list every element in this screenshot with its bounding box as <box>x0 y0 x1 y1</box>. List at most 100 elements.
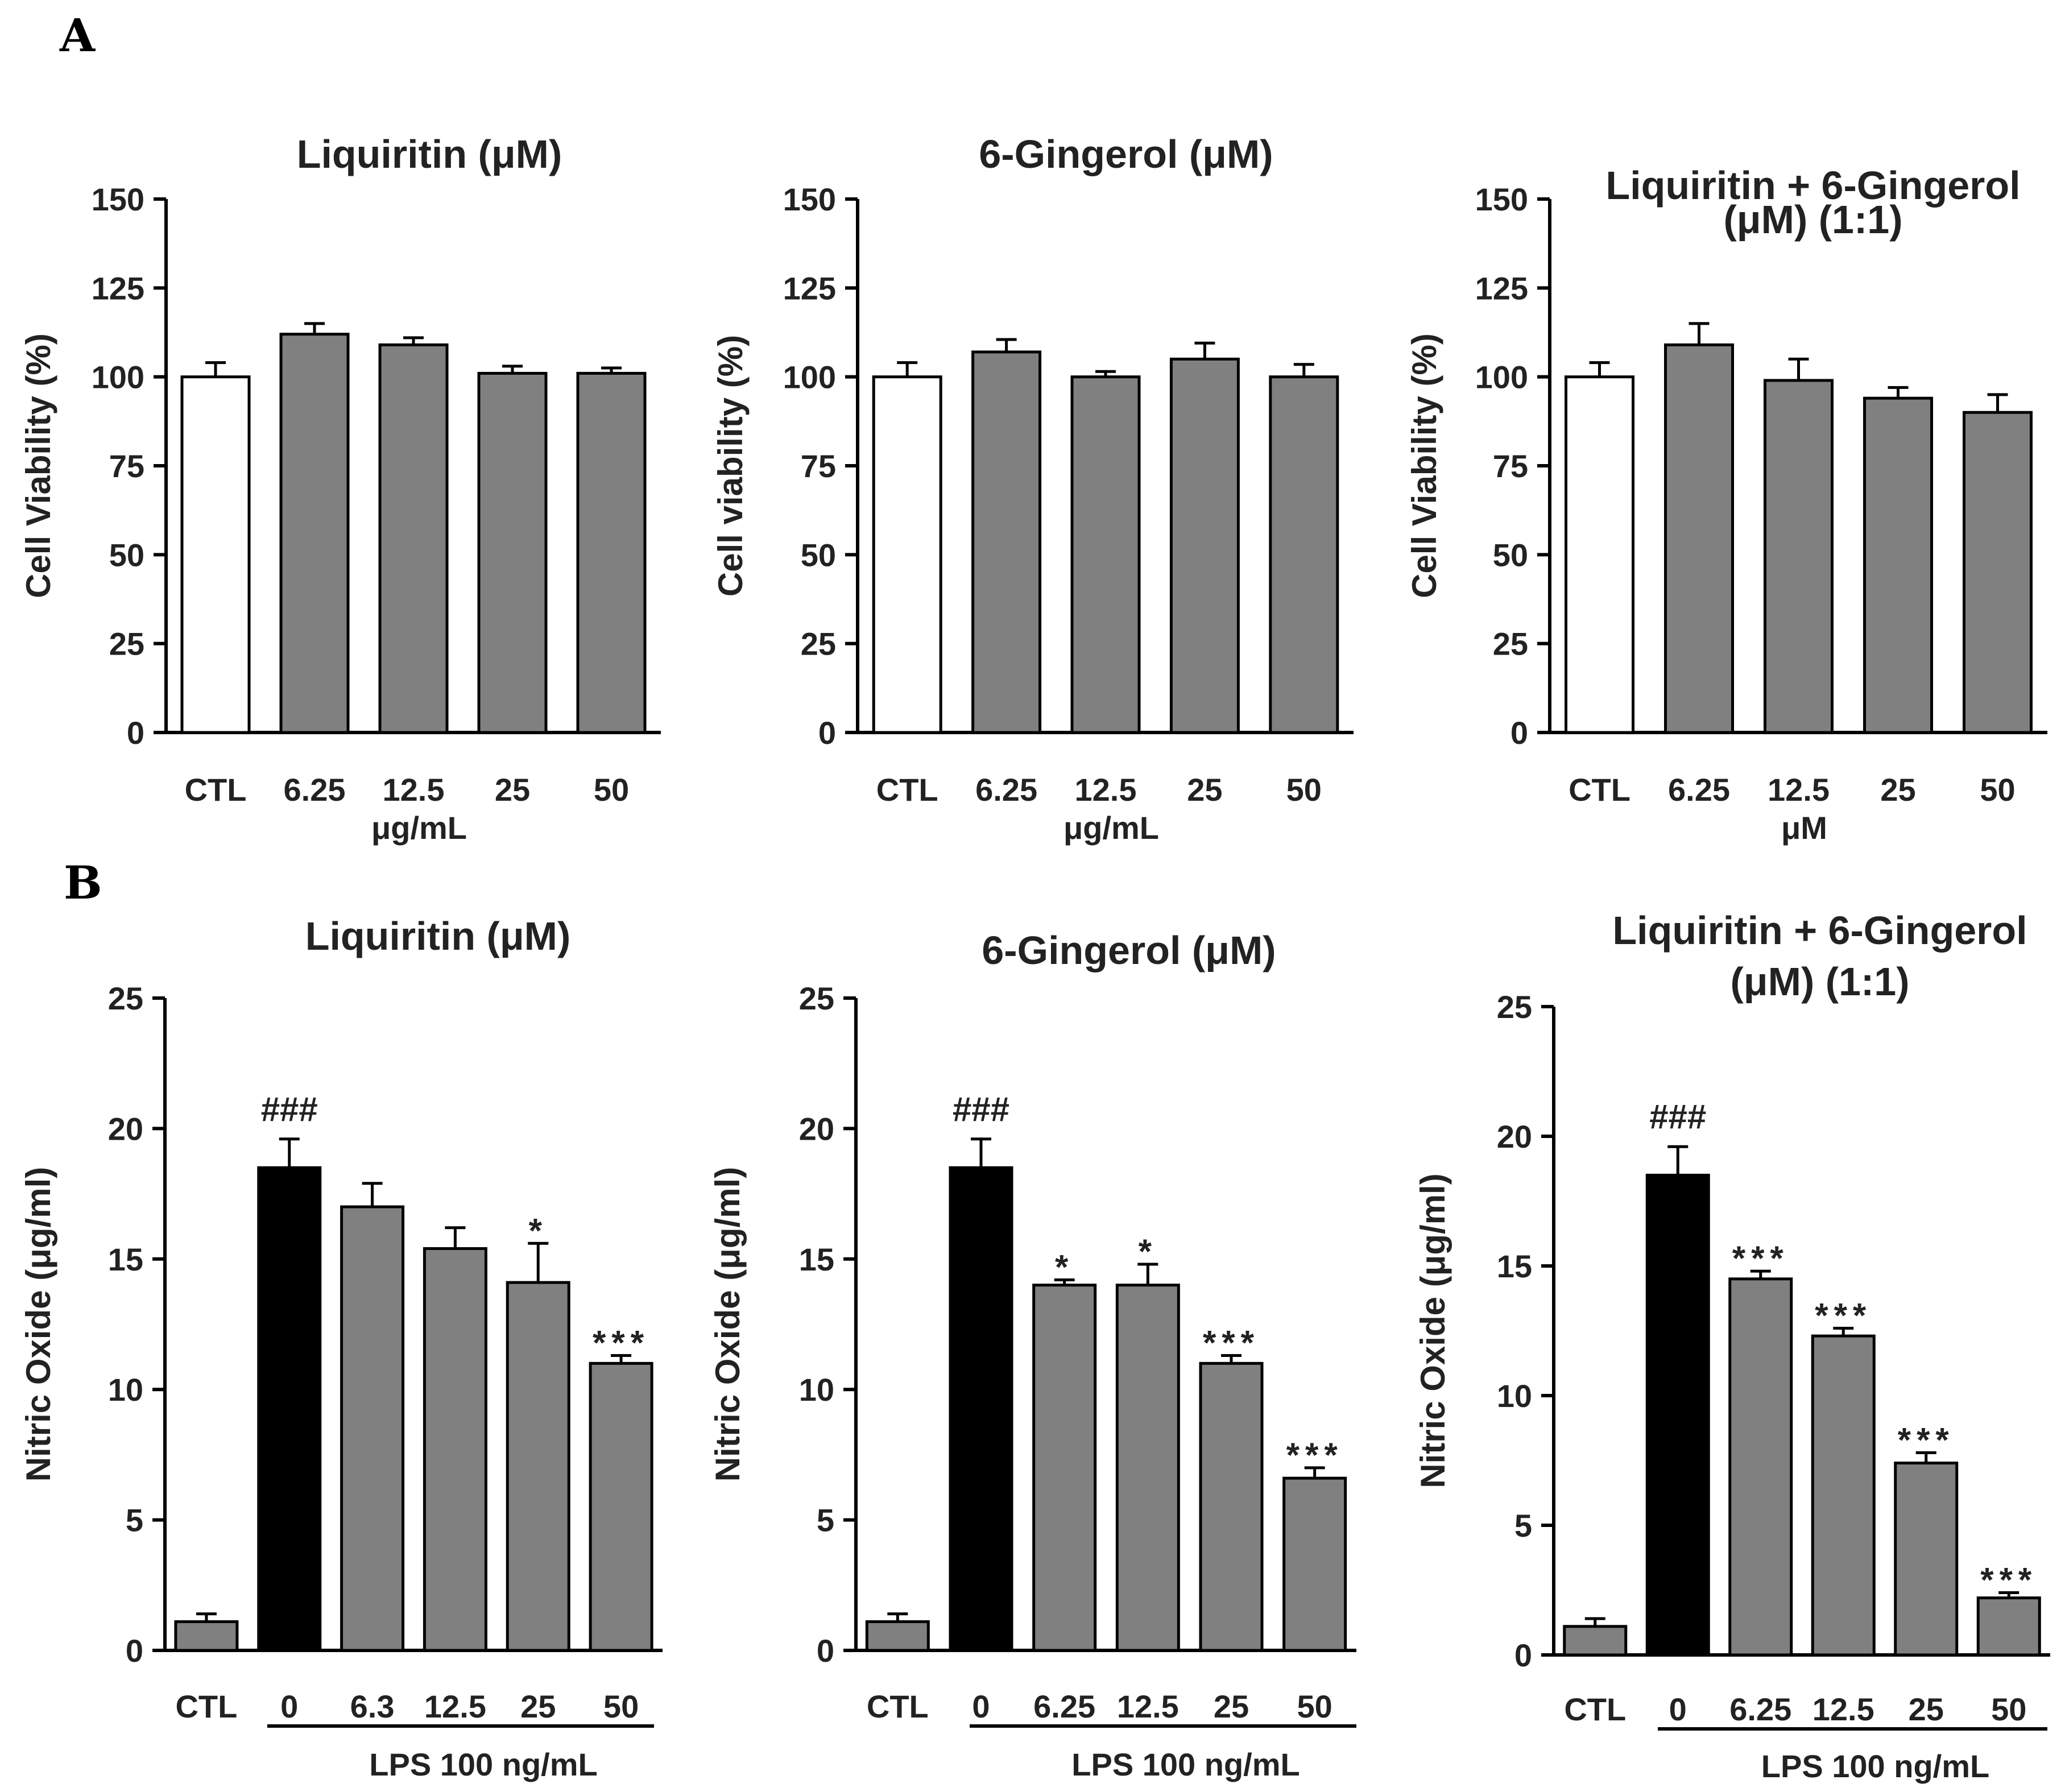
bar <box>423 1247 487 1652</box>
chart-title: (μM) (1:1) <box>1724 197 1903 242</box>
y-tick-label: 100 <box>783 359 836 395</box>
y-axis-label: Nitric Oxide (μg/ml) <box>19 1167 57 1481</box>
bar <box>865 1620 930 1652</box>
chart-title: (μM) (1:1) <box>1731 959 1910 1004</box>
bar <box>1728 1277 1793 1657</box>
significance-label: *** <box>1203 1324 1260 1362</box>
bar <box>1032 1284 1097 1652</box>
bar <box>174 1620 239 1652</box>
x-axis-label: μg/mL <box>1063 810 1159 846</box>
chart-6: Liquiritin + 6-Gingerol (μM) (1:1) 0 5 10 15 2… <box>1414 908 2050 1784</box>
x-tick-label: 12.5 <box>1075 772 1137 808</box>
x-tick-label: 50 <box>594 772 629 808</box>
x-tick-label: 12.5 <box>383 772 445 808</box>
significance-label: *** <box>593 1324 649 1362</box>
x-tick-label: 50 <box>1980 772 2015 808</box>
x-tick-label: 50 <box>1297 1688 1332 1724</box>
error-bar <box>601 366 622 374</box>
x-tick-label: CTL <box>867 1688 929 1724</box>
y-tick-label: 5 <box>1514 1508 1532 1543</box>
significance-label: *** <box>1815 1296 1872 1334</box>
error-bar <box>1054 1278 1075 1285</box>
x-tick-label: CTL <box>1564 1691 1626 1727</box>
bar <box>1764 379 1834 734</box>
lps-label: LPS 100 ng/mL <box>1761 1748 1989 1784</box>
x-tick-label: 6.25 <box>975 772 1037 808</box>
y-tick-label: 125 <box>1475 270 1528 306</box>
error-bar <box>996 338 1017 352</box>
x-tick-label: 25 <box>520 1688 556 1724</box>
panel-letter-a: A <box>59 9 96 62</box>
y-axis-label: Cell Viability (%) <box>1405 333 1443 598</box>
x-tick-label: 0 <box>280 1688 298 1724</box>
error-bar <box>403 336 424 345</box>
bar <box>1811 1334 1876 1657</box>
significance-label: * <box>1139 1232 1157 1270</box>
bar <box>1565 375 1634 734</box>
bar <box>1894 1462 1959 1657</box>
chart-1: Liquiritin (μM) 0 25 50 75 100 125 150 Cell Viab… <box>19 132 661 846</box>
chart-3: Liquiritin + 6-Gingerol(μM) (1:1) 0 25 50 75… <box>1405 163 2047 846</box>
x-tick-label: 6.25 <box>1729 1691 1791 1727</box>
y-tick-label: 0 <box>127 715 144 751</box>
error-bar <box>1788 357 1809 380</box>
bar <box>1645 1173 1710 1657</box>
y-tick-label: 75 <box>109 448 144 484</box>
x-tick-label: 25 <box>1187 772 1222 808</box>
significance-label: ### <box>261 1090 318 1128</box>
y-tick-label: 25 <box>109 626 144 662</box>
significance-label: *** <box>1286 1436 1343 1474</box>
x-tick-label: 0 <box>972 1688 990 1724</box>
panel-letter-b: B <box>64 856 102 909</box>
x-tick-label: 50 <box>1991 1691 2026 1727</box>
x-tick-label: 6.3 <box>350 1688 395 1724</box>
y-tick-label: 50 <box>801 537 836 573</box>
error-bar <box>304 322 325 334</box>
x-tick-label: 25 <box>495 772 530 808</box>
y-tick-label: 75 <box>801 448 836 484</box>
significance-label: *** <box>1732 1239 1789 1277</box>
error-bar <box>1888 386 1909 399</box>
bar <box>872 375 942 734</box>
significance-label: *** <box>1898 1421 1955 1459</box>
error-bar <box>971 1137 991 1168</box>
x-tick-label: 25 <box>1909 1691 1944 1727</box>
chart-title: Liquiritin (μM) <box>305 914 571 958</box>
chart-2: 6-Gingerol (μM) 0 25 50 75 100 125 150 Cell viab… <box>711 132 1354 846</box>
error-bar <box>1987 393 2008 413</box>
error-bar <box>1589 361 1610 377</box>
y-tick-label: 5 <box>126 1503 143 1538</box>
bar <box>1863 396 1933 734</box>
bar <box>1976 1596 2041 1657</box>
chart-title: Liquiritin (μM) <box>297 132 562 176</box>
error-bar <box>205 361 226 377</box>
x-tick-label: 6.25 <box>1033 1688 1095 1724</box>
x-tick-label: 12.5 <box>1812 1691 1874 1727</box>
x-tick-label: CTL <box>175 1688 237 1724</box>
y-tick-label: 15 <box>799 1241 834 1277</box>
y-tick-label: 0 <box>1514 1637 1532 1673</box>
bar <box>1115 1284 1180 1652</box>
x-tick-label: 50 <box>603 1688 639 1724</box>
error-bar <box>1221 1354 1242 1364</box>
y-tick-label: 150 <box>783 181 836 217</box>
x-tick-label: 12.5 <box>1117 1688 1179 1724</box>
y-tick-label: 75 <box>1493 448 1528 484</box>
bar <box>1199 1361 1264 1652</box>
significance-label: *** <box>1980 1561 2037 1599</box>
bar <box>1269 375 1339 734</box>
x-axis-label: μM <box>1781 810 1827 846</box>
y-tick-label: 10 <box>1497 1378 1532 1414</box>
error-bar <box>611 1354 632 1364</box>
error-bar <box>1667 1145 1689 1176</box>
y-tick-label: 15 <box>1497 1248 1532 1284</box>
bar <box>589 1361 653 1652</box>
y-tick-label: 0 <box>817 1633 834 1669</box>
significance-label: * <box>1055 1248 1074 1286</box>
significance-label: ### <box>1649 1098 1706 1136</box>
error-bar <box>279 1137 300 1168</box>
lps-label: LPS 100 ng/mL <box>1071 1747 1300 1782</box>
chart-title: 6-Gingerol (μM) <box>979 132 1273 176</box>
